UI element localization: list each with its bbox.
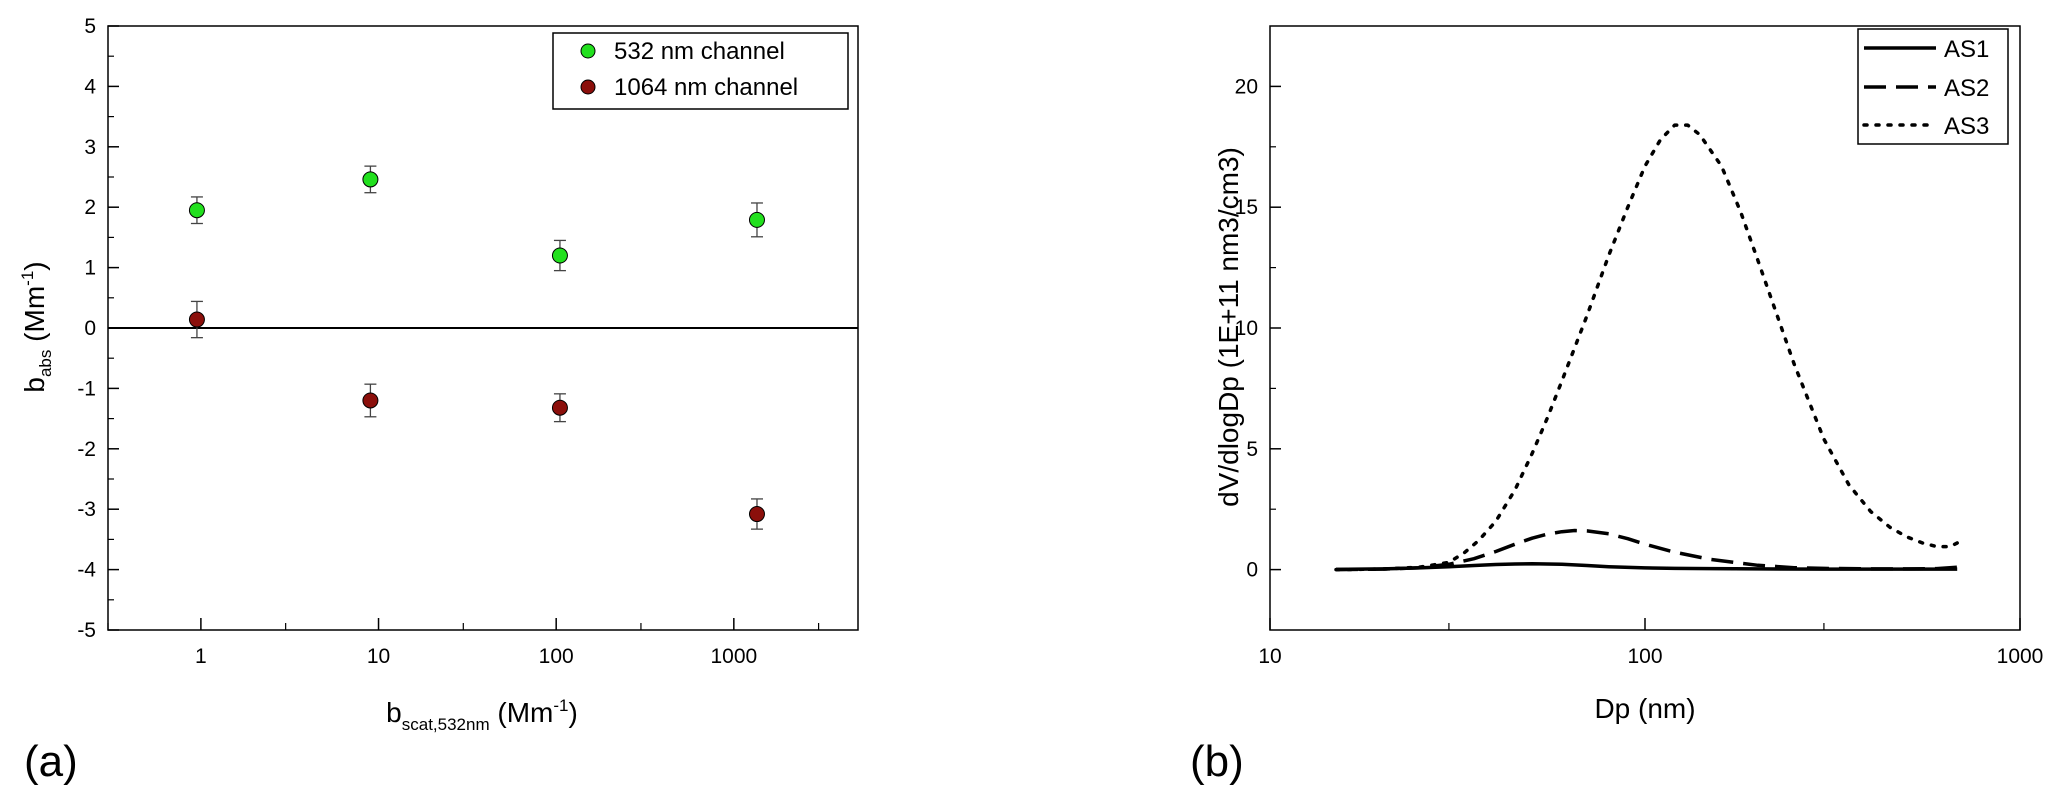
pa-y-tick-label: -3 <box>77 498 96 521</box>
legend-label-as1: AS1 <box>1944 36 1989 63</box>
pa-y-tick-label: -5 <box>77 619 96 642</box>
pa-y-tick-label: 5 <box>84 15 96 38</box>
panel-b-x-axis-title: Dp (nm) <box>1594 693 1695 724</box>
series-line-as2 <box>1335 528 1958 572</box>
pb-x-tick-label: 1000 <box>1997 645 2044 668</box>
data-point-532-nm-channel <box>362 171 379 188</box>
pa-x-tick-label: 1000 <box>710 645 757 668</box>
pb-x-tick-label: 10 <box>1258 645 1281 668</box>
pb-y-tick-label: 5 <box>1246 438 1258 461</box>
data-point-532-nm-channel <box>748 211 765 228</box>
panel-b-label: (b) <box>1190 737 1244 786</box>
panel-a-legend-box <box>552 32 849 110</box>
pa-y-tick-label: 2 <box>84 196 96 219</box>
pa-y-tick-label: 1 <box>84 257 96 280</box>
pa-y-tick-label: -2 <box>77 438 96 461</box>
pa-y-tick-label: 3 <box>84 136 96 159</box>
series-line-as1 <box>1335 562 1958 572</box>
pb-y-tick-label: 15 <box>1235 196 1258 219</box>
data-point-1064-nm-channel <box>362 392 379 409</box>
pa-y-tick-label: -4 <box>77 559 96 582</box>
pa-y-tick-label: 0 <box>84 317 96 340</box>
pa-x-tick-label: 100 <box>539 645 574 668</box>
pa-x-tick-label: 10 <box>367 645 390 668</box>
panel-b-y-axis-title: dV/dlogDp (1E+11 nm3/cm3) <box>1213 147 1244 507</box>
panel-b-legend: AS1 AS2 AS3 <box>1857 28 2009 145</box>
data-point-532-nm-channel <box>551 247 568 264</box>
series-line-as3 <box>1334 123 1959 572</box>
legend-label-as2: AS2 <box>1944 75 1989 102</box>
pb-y-tick-label: 10 <box>1235 317 1258 340</box>
legend-swatch-1064nm <box>580 79 596 95</box>
pa-y-tick-label: 4 <box>84 75 96 98</box>
data-point-532-nm-channel <box>188 202 205 219</box>
legend-label-as3: AS3 <box>1944 113 1989 140</box>
panel-a-label: (a) <box>24 737 78 786</box>
panel-a-data-marks <box>188 165 765 530</box>
legend-label-1064nm: 1064 nm channel <box>614 74 798 101</box>
panel-a-axis-ticks: -5 -4 -3 -2 -1 0 1 2 3 4 5 1 10 100 1000 <box>77 15 820 668</box>
pb-y-tick-label: 20 <box>1235 75 1258 98</box>
panel-a-x-axis-title: bscat,532nm (Mm-1) <box>386 696 578 734</box>
data-point-1064-nm-channel <box>188 311 205 328</box>
panel-a-chart: -5 -4 -3 -2 -1 0 1 2 3 4 5 1 10 100 1000 532 nm channe… <box>18 15 859 786</box>
panel-b-chart: 0 5 10 15 20 10 100 1000 AS1 AS2 AS3 dV/dlogDp … <box>1190 25 2044 786</box>
pb-y-tick-label: 0 <box>1246 559 1258 582</box>
pa-y-tick-label: -1 <box>77 377 96 400</box>
panel-b-data-marks <box>1334 123 1959 572</box>
panel-b-axis-ticks: 0 5 10 15 20 10 100 1000 <box>1235 75 2044 668</box>
legend-label-532nm: 532 nm channel <box>614 38 785 65</box>
panel-a-y-axis-title: babs (Mm-1) <box>18 261 55 392</box>
data-point-1064-nm-channel <box>551 399 568 416</box>
pa-x-tick-label: 1 <box>195 645 207 668</box>
data-point-1064-nm-channel <box>748 506 765 523</box>
legend-swatch-532nm <box>580 43 596 59</box>
pb-x-tick-label: 100 <box>1627 645 1662 668</box>
panel-a-legend: 532 nm channel 1064 nm channel <box>552 32 849 110</box>
